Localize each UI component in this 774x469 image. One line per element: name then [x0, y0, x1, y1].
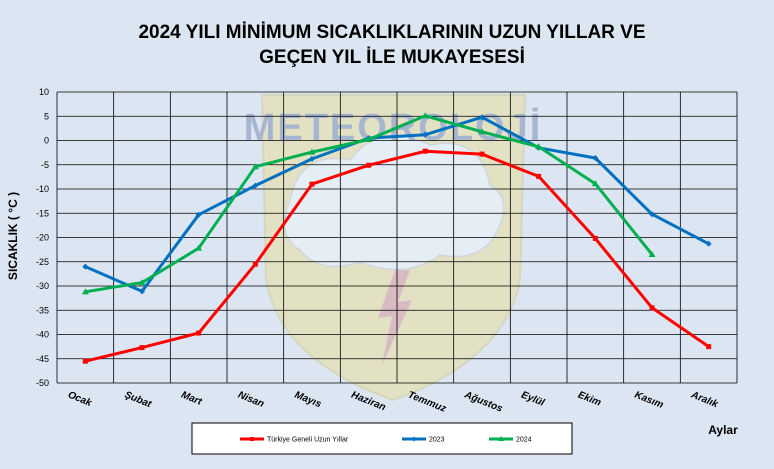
series-line-1 [84, 115, 710, 293]
data-point [196, 330, 202, 336]
x-tick-label: Ekim [576, 390, 602, 409]
data-point [82, 358, 88, 364]
watermark-emblem: METEOROLOJİ [244, 94, 543, 402]
data-point [365, 136, 373, 143]
legend-marker [411, 436, 417, 442]
y-tick-label: 0 [44, 136, 49, 146]
data-point [592, 154, 599, 161]
x-tick-label: Şubat [123, 390, 153, 411]
x-tick-label: Kasım [633, 390, 665, 411]
legend-label: Türkiye Geneli Uzun Yıllar [267, 437, 349, 444]
data-point [139, 345, 145, 351]
x-tick-label: Temmuz [406, 390, 447, 415]
chart-title-line-1: 2024 YILI MİNİMUM SICAKLIKLARININ UZUN Y… [138, 22, 645, 43]
data-point [591, 180, 599, 187]
y-tick-label: -40 [36, 330, 49, 340]
data-point [535, 143, 543, 150]
y-tick-label: -25 [36, 257, 49, 267]
series-line-0 [84, 149, 710, 363]
data-point [705, 240, 712, 247]
data-point [195, 244, 203, 251]
x-tick-label: Nisan [236, 390, 265, 410]
data-point [479, 151, 485, 157]
data-point [139, 288, 145, 295]
x-tick-label: Ağustos [462, 389, 505, 415]
data-point [649, 305, 655, 311]
data-point [309, 155, 315, 162]
data-point [252, 261, 258, 267]
y-tick-label: -30 [36, 281, 49, 291]
x-axis-label: Aylar [708, 423, 738, 437]
y-tick-label: 5 [44, 111, 49, 121]
y-tick-label: -15 [36, 208, 49, 218]
x-tick-label: Mart [180, 390, 204, 408]
chart-title: 2024 YILI MİNİMUM SICAKLIKLARININ UZUN Y… [138, 22, 645, 68]
legend-marker [498, 436, 504, 441]
data-point [366, 162, 372, 168]
data-point [309, 181, 315, 187]
watermark-text: METEOROLOJİ [244, 107, 543, 149]
y-tick-label: -35 [36, 305, 49, 315]
data-point [422, 131, 429, 138]
data-point [479, 114, 485, 121]
x-tick-label: Ocak [66, 390, 93, 410]
data-point [82, 263, 89, 270]
legend-marker [250, 437, 254, 441]
series-layer [81, 112, 712, 364]
x-tick-label: Aralık [689, 389, 720, 410]
legend-label: 2024 [516, 437, 532, 444]
chart-grid [56, 91, 738, 384]
chart-title-line-2: GEÇEN YIL İLE MUKAYESESİ [259, 47, 525, 68]
y-axis-label: SICAKLIK ( °C ) [6, 192, 20, 280]
data-point [251, 163, 259, 170]
data-point [648, 250, 656, 257]
y-tick-label: -50 [36, 378, 49, 388]
x-tick-label: Eylül [520, 390, 546, 409]
data-point [138, 279, 146, 286]
data-point [308, 148, 316, 155]
data-point [478, 128, 486, 135]
data-point [536, 173, 542, 179]
data-point [649, 211, 655, 218]
legend-label: 2023 [429, 437, 445, 444]
data-point [706, 344, 712, 350]
data-point [195, 211, 202, 218]
legend: Türkiye Geneli Uzun Yıllar 2023 2024 [191, 422, 573, 455]
y-tick-label: -20 [36, 233, 49, 243]
data-point [252, 182, 259, 189]
x-tick-label: Mayıs [293, 390, 323, 411]
data-point [81, 288, 89, 295]
y-tick-label: 10 [39, 87, 49, 97]
data-point [422, 148, 428, 154]
y-tick-label: -10 [36, 184, 49, 194]
y-tick-label: -5 [41, 160, 49, 170]
data-point [421, 112, 429, 119]
y-axis-ticks: 10 5 0 -5 -10 -15 -20 -25 -30 -35 -40 -45 -50 [36, 87, 49, 388]
data-point [592, 235, 598, 241]
y-tick-label: -45 [36, 354, 49, 364]
